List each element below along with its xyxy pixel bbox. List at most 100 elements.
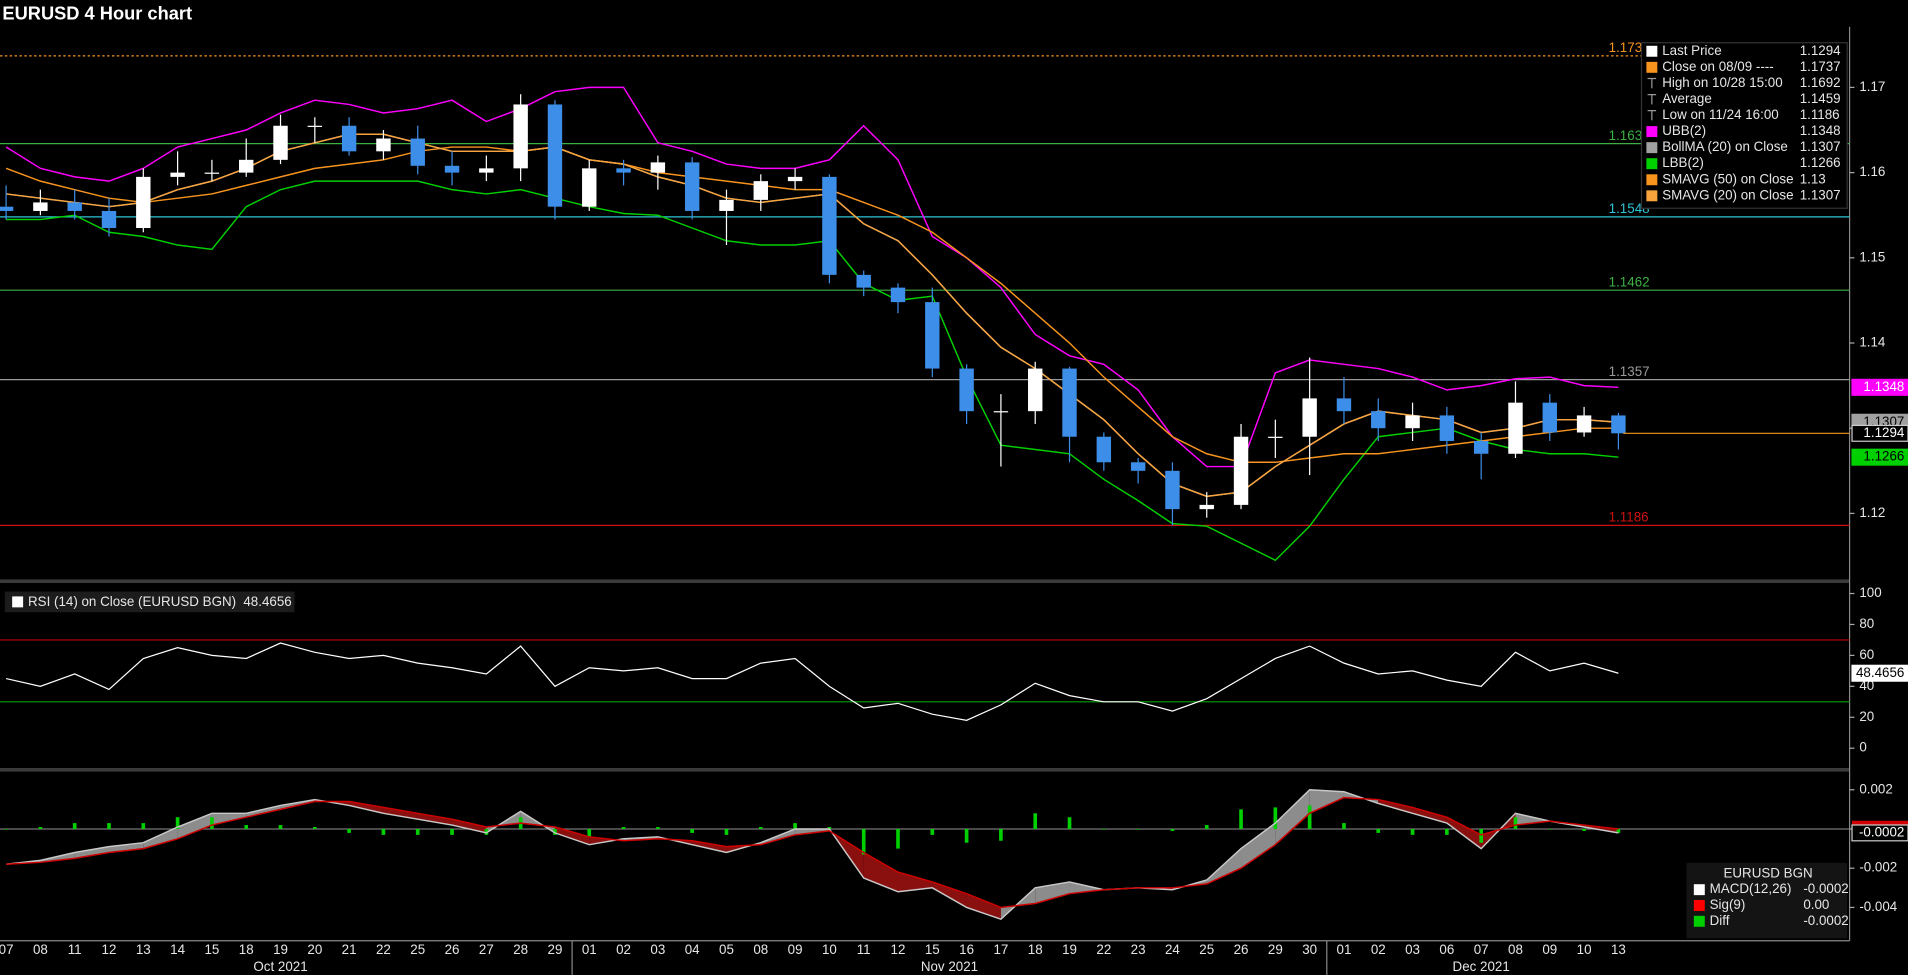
candle-body: [410, 138, 425, 166]
diff-bar: [1102, 828, 1106, 830]
diff-bar: [964, 828, 969, 843]
candle-body: [753, 181, 768, 200]
diff-bar: [210, 817, 214, 829]
x-tick-label: 15: [204, 942, 219, 957]
signal-line: [6, 796, 1619, 909]
candle-body: [376, 138, 391, 152]
legend-label: SMAVG (20) on Close: [1662, 187, 1793, 202]
legend-value: 1.1692: [1800, 75, 1841, 90]
panel-separator: [0, 767, 1850, 772]
macd-legend-value: -0.0002: [1803, 913, 1848, 928]
diff-bar: [1479, 828, 1484, 843]
legend-value: 1.13: [1800, 171, 1826, 186]
x-tick-label: 02: [616, 942, 631, 957]
candle-body: [479, 168, 494, 173]
diff-bar: [930, 828, 935, 835]
legend-value: 1.1348: [1800, 123, 1841, 138]
y-tick-label: 0.002: [1859, 781, 1892, 796]
diff-bar: [38, 827, 43, 829]
macd-fill: [863, 852, 898, 892]
x-tick-label: 08: [33, 942, 48, 957]
candle-body: [719, 199, 734, 211]
macd-legend-title: EURUSD BGN: [1723, 865, 1812, 880]
x-tick-label: 11: [857, 942, 871, 957]
macd-fill: [897, 872, 933, 892]
diff-bar: [1376, 828, 1381, 833]
diff-bar: [1204, 825, 1209, 829]
rsi-legend-label: RSI (14) on Close (EURUSD BGN): [28, 594, 236, 609]
diff-bar: [1170, 828, 1175, 831]
y-tick-label: 1.15: [1859, 249, 1885, 264]
chart-title: EURUSD 4 Hour chart: [2, 3, 192, 24]
legend-label: Low on 11/24 16:00: [1662, 107, 1779, 122]
y-tick-label: 20: [1859, 709, 1874, 724]
diff-bar: [656, 827, 660, 829]
candle-body: [890, 287, 906, 303]
diff-bar: [175, 817, 180, 829]
x-tick-label: 15: [925, 942, 940, 957]
x-tick-label: 19: [1062, 942, 1077, 957]
macd-fill: [143, 827, 178, 849]
x-tick-label: 02: [1371, 942, 1386, 957]
candle-body: [444, 165, 460, 173]
y-tick-label: -0.002: [1859, 860, 1897, 875]
x-tick-label: 08: [1508, 942, 1523, 957]
legend-swatch: [1693, 900, 1705, 911]
x-tick-label: 01: [582, 942, 597, 957]
x-tick-label: 25: [410, 942, 425, 957]
panel-separator: [0, 579, 1850, 584]
candle-body: [1268, 436, 1283, 438]
candle-body: [101, 210, 117, 228]
macd-fill: [1378, 799, 1413, 814]
diff-bar: [621, 827, 626, 829]
lbb-badge: [1851, 448, 1908, 466]
y-tick-label: 60: [1859, 647, 1874, 662]
level-label: 1.1357: [1609, 364, 1650, 379]
legend-label: UBB(2): [1662, 123, 1706, 138]
x-tick-label: 08: [753, 942, 768, 957]
diff-bar: [347, 828, 351, 833]
rsi-badge: [1851, 664, 1908, 682]
y-tick-label: -0.004: [1859, 899, 1897, 914]
macd-fill: [966, 893, 1001, 920]
diff-bar: [1067, 817, 1072, 829]
lbb-badge-label: 1.1266: [1863, 449, 1904, 464]
x-tick-label: 03: [650, 942, 665, 957]
diff-bar: [278, 825, 283, 829]
level-label: 1.1634: [1609, 128, 1650, 143]
diff-bar: [312, 827, 317, 829]
candle-body: [513, 104, 528, 169]
x-tick-label: 16: [959, 942, 974, 957]
macd-fill: [1275, 789, 1310, 845]
x-tick-label: 29: [548, 942, 563, 957]
candle-body: [1576, 415, 1592, 433]
diff-bar: [415, 828, 420, 835]
legend-label: LBB(2): [1662, 155, 1704, 170]
macd-fill: [383, 807, 418, 820]
rsi-line: [5, 642, 1619, 721]
legend-value: 1.1307: [1800, 139, 1841, 154]
x-tick-label: 17: [993, 942, 1008, 957]
candle-body: [547, 104, 563, 207]
diff-bar: [1616, 828, 1621, 833]
diff-bar: [587, 828, 592, 837]
macd-fill: [932, 881, 967, 908]
legend-swatch: [1646, 126, 1658, 138]
macd-fill: [1446, 817, 1482, 849]
legend-label: High on 10/28 15:00: [1662, 75, 1782, 90]
legend-value: 1.1737: [1800, 59, 1841, 74]
legend-swatch: [1646, 61, 1658, 73]
x-tick-label: 18: [1028, 942, 1043, 957]
diff-bar: [1547, 828, 1552, 830]
diff-bar: [72, 823, 77, 829]
legend-swatch: [1646, 174, 1658, 186]
diff-bar: [381, 828, 386, 835]
diff-bar: [793, 823, 797, 829]
legend-swatch: [12, 596, 24, 608]
x-tick-label: 03: [1405, 942, 1420, 957]
diff-bar: [1513, 817, 1518, 829]
rsi-legend-value: 48.4656: [243, 594, 291, 609]
macd-fill: [108, 842, 144, 853]
legend-swatch: [1693, 915, 1705, 927]
